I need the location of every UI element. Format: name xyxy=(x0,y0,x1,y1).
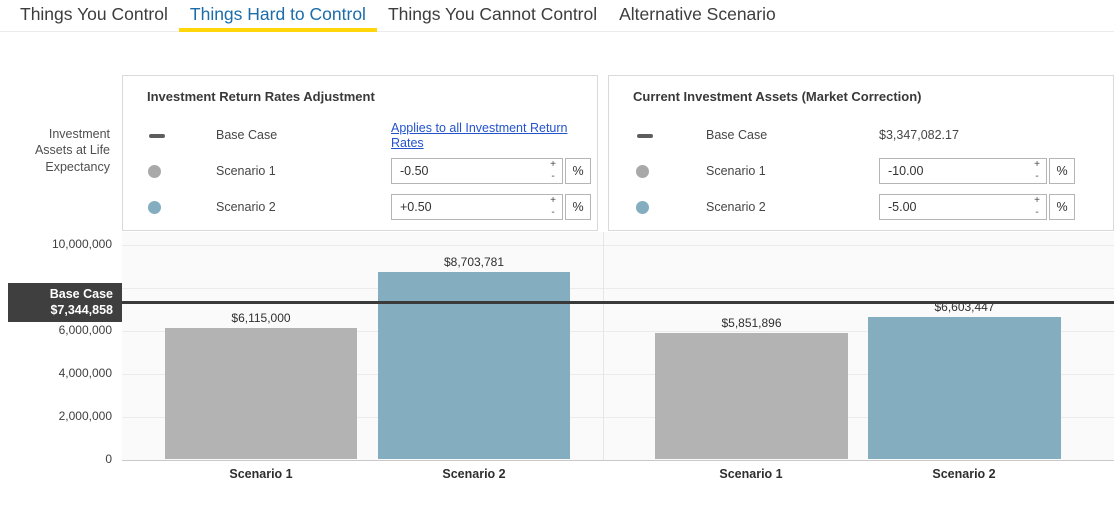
panel-title: Investment Return Rates Adjustment xyxy=(147,89,375,104)
bar-left-scenario2: $8,703,781 xyxy=(378,255,570,459)
panel-current-investment-assets: Current Investment Assets (Market Correc… xyxy=(608,75,1114,231)
bar-rect xyxy=(655,333,848,459)
step-down-icon[interactable]: - xyxy=(1035,207,1039,218)
bar-right-scenario1: $5,851,896 xyxy=(655,316,848,459)
bar-value-label: $6,115,000 xyxy=(231,311,291,325)
step-up-icon[interactable]: + xyxy=(1034,159,1040,170)
x-label-right-scenario1: Scenario 1 xyxy=(719,467,783,481)
stepper: + - xyxy=(1030,159,1044,183)
bar-rect xyxy=(868,317,1061,459)
base-case-marker-label: Base Case xyxy=(49,287,113,301)
step-down-icon[interactable]: - xyxy=(551,171,555,182)
tab-things-you-cannot-control[interactable]: Things You Cannot Control xyxy=(387,4,598,24)
scenario1-label: Scenario 1 xyxy=(216,164,276,178)
step-up-icon[interactable]: + xyxy=(550,195,556,206)
scenario2-correction-input-group: + - % xyxy=(879,194,1075,220)
scenario2-return-rate-field: + - xyxy=(391,194,563,220)
scenario1-correction-field: + - xyxy=(879,158,1047,184)
scenario2-correction-input[interactable] xyxy=(880,195,1046,219)
x-label-left-scenario1: Scenario 1 xyxy=(229,467,293,481)
y-tick: 2,000,000 xyxy=(58,409,112,423)
bar-left-scenario1: $6,115,000 xyxy=(165,311,357,459)
stepper: + - xyxy=(546,195,560,219)
base-case-reference-line xyxy=(122,301,1114,304)
percent-unit-label: % xyxy=(1049,158,1075,184)
chart-section-divider xyxy=(603,232,604,460)
step-down-icon[interactable]: - xyxy=(1035,171,1039,182)
tab-things-hard-to-control[interactable]: Things Hard to Control xyxy=(178,0,377,32)
tab-alternative-scenario[interactable]: Alternative Scenario xyxy=(619,4,776,24)
base-case-dash-icon xyxy=(149,134,165,138)
bar-right-scenario2: $6,603,447 xyxy=(868,300,1061,459)
scenario2-label: Scenario 2 xyxy=(216,200,276,214)
scenario1-correction-input-group: + - % xyxy=(879,158,1075,184)
bar-value-label: $8,703,781 xyxy=(443,255,505,269)
base-case-label: Base Case xyxy=(706,128,768,142)
applies-to-all-link[interactable]: Applies to all Investment Return Rates xyxy=(391,121,568,150)
scenario2-dot-icon xyxy=(148,201,161,214)
step-up-icon[interactable]: + xyxy=(550,159,556,170)
gridline xyxy=(122,417,1114,418)
scenario1-return-rate-input[interactable] xyxy=(392,159,562,183)
scenario2-return-rate-input-group: + - % xyxy=(391,194,591,220)
base-case-label: Base Case xyxy=(216,128,278,142)
bar-value-label: $5,851,896 xyxy=(721,316,782,330)
panel-investment-return-rates: Investment Return Rates Adjustment Base … xyxy=(122,75,598,231)
y-axis-title: Investment Assets at Life Expectancy xyxy=(34,127,110,174)
gridline xyxy=(122,374,1114,375)
scenario1-label: Scenario 1 xyxy=(706,164,766,178)
base-case-assets-value: $3,347,082.17 xyxy=(879,128,959,142)
x-label-right-scenario2: Scenario 2 xyxy=(932,467,996,481)
bar-rect xyxy=(165,328,357,459)
tab-bar: Things You Control Things Hard to Contro… xyxy=(0,0,1114,32)
gridline xyxy=(122,331,1114,332)
scenario1-dot-icon xyxy=(148,165,161,178)
scenario2-correction-field: + - xyxy=(879,194,1047,220)
gridline xyxy=(122,245,1114,246)
scenario2-return-rate-input[interactable] xyxy=(392,195,562,219)
step-down-icon[interactable]: - xyxy=(551,207,555,218)
base-case-marker-value: $7,344,858 xyxy=(50,302,113,317)
percent-unit-label: % xyxy=(1049,194,1075,220)
bar-chart-plot-area: $6,115,000 $8,703,781 $5,851,896 $6,603,… xyxy=(122,232,1114,461)
y-tick: 10,000,000 xyxy=(51,237,112,251)
base-case-marker-box: Base Case $7,344,858 xyxy=(8,283,122,322)
scenario1-return-rate-field: + - xyxy=(391,158,563,184)
base-case-dash-icon xyxy=(637,134,653,138)
panel-title: Current Investment Assets (Market Correc… xyxy=(633,89,922,104)
scenario1-return-rate-input-group: + - % xyxy=(391,158,591,184)
scenario2-dot-icon xyxy=(636,201,649,214)
y-tick: 0 xyxy=(105,452,112,466)
scenario1-correction-input[interactable] xyxy=(880,159,1046,183)
y-tick: 6,000,000 xyxy=(58,323,112,337)
percent-unit-label: % xyxy=(565,158,591,184)
x-label-left-scenario2: Scenario 2 xyxy=(442,467,506,481)
stepper: + - xyxy=(546,159,560,183)
scenario2-label: Scenario 2 xyxy=(706,200,766,214)
tab-things-you-control[interactable]: Things You Control xyxy=(20,4,168,24)
y-tick: 4,000,000 xyxy=(58,366,112,380)
percent-unit-label: % xyxy=(565,194,591,220)
step-up-icon[interactable]: + xyxy=(1034,195,1040,206)
scenario1-dot-icon xyxy=(636,165,649,178)
gridline xyxy=(122,288,1114,289)
stepper: + - xyxy=(1030,195,1044,219)
